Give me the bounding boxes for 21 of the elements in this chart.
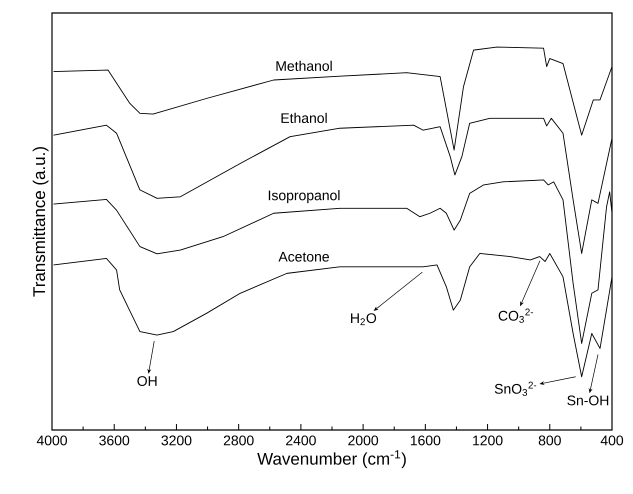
annotation: OH bbox=[137, 376, 157, 386]
series-label: Isopropanol bbox=[268, 190, 340, 204]
annotation: CO$_{3}$2- bbox=[498, 308, 534, 323]
annotation: H$_{2}$O bbox=[351, 313, 376, 326]
x-axis-title: Wavenumber (cm$^{-1}$) bbox=[257, 450, 406, 468]
x-tick-label: 400 bbox=[600, 435, 624, 446]
x-tick-label: 3600 bbox=[99, 435, 130, 446]
annotation: Sn-OH bbox=[567, 395, 608, 406]
x-tick-label: 1200 bbox=[473, 435, 503, 446]
series-label: Methanol bbox=[276, 60, 332, 71]
series-label: Ethanol bbox=[281, 112, 327, 124]
x-tick-label: 4000 bbox=[36, 435, 67, 446]
x-tick-label: 2000 bbox=[348, 435, 378, 446]
x-tick-label: 800 bbox=[538, 435, 561, 446]
x-tick-label: 2400 bbox=[286, 435, 316, 446]
x-tick-label: 3200 bbox=[161, 435, 192, 446]
y-axis-title: Transmittance (a.u.) bbox=[32, 147, 48, 297]
x-tick-label: 2800 bbox=[224, 435, 254, 446]
annotation: SnO$_{3}$2- bbox=[494, 382, 536, 396]
x-tick-label: 1600 bbox=[410, 435, 440, 446]
series-label: Acetone bbox=[278, 252, 329, 262]
